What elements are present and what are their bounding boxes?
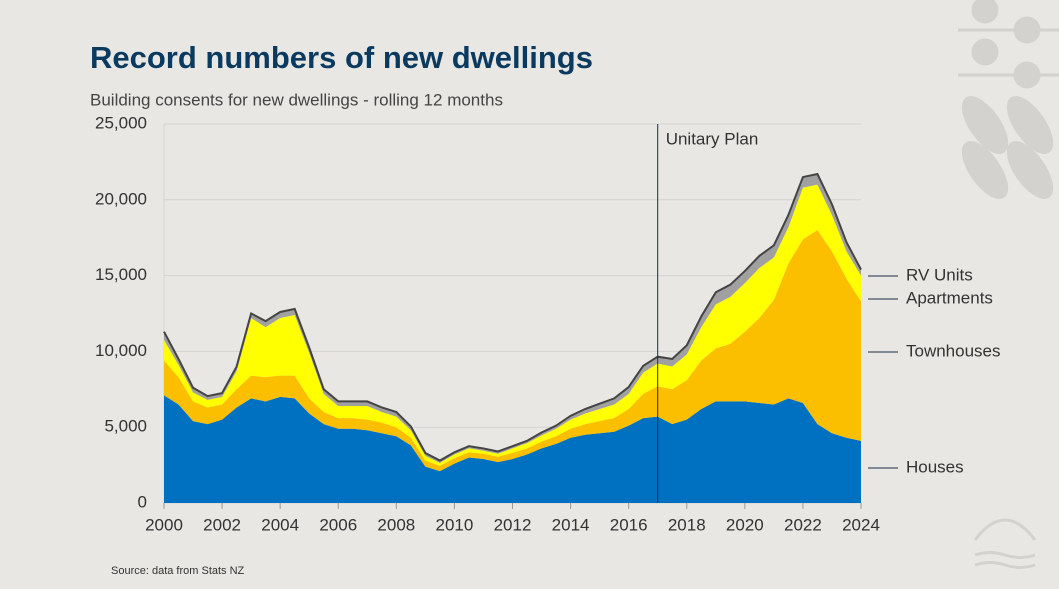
x-tick-label: 2012 <box>494 515 532 534</box>
y-tick-label: 0 <box>138 492 147 511</box>
chart-title: Record numbers of new dwellings <box>90 40 593 75</box>
x-tick-label: 2008 <box>377 515 415 534</box>
x-tick-label: 2002 <box>203 515 241 534</box>
source-note: Source: data from Stats NZ <box>111 565 245 577</box>
legend-label: Townhouses <box>906 341 1001 360</box>
x-tick-label: 2010 <box>436 515 474 534</box>
x-tick-label: 2000 <box>145 515 183 534</box>
total-outline <box>163 172 862 462</box>
x-tick-label: 2016 <box>610 515 648 534</box>
x-tick-label: 2022 <box>784 515 822 534</box>
x-tick-label: 2006 <box>319 515 357 534</box>
y-tick-label: 20,000 <box>95 189 147 208</box>
area <box>164 395 861 503</box>
area <box>164 230 861 472</box>
x-tick-label: 2024 <box>842 515 880 534</box>
y-tick-label: 10,000 <box>95 341 147 360</box>
y-tick-label: 15,000 <box>95 265 147 284</box>
area <box>164 184 861 466</box>
annotation-label: Unitary Plan <box>666 129 759 148</box>
x-tick-label: 2014 <box>552 515 590 534</box>
x-tick-label: 2018 <box>668 515 706 534</box>
x-tick-label: 2020 <box>726 515 764 534</box>
chart-subtitle: Building consents for new dwellings - ro… <box>90 90 503 109</box>
x-tick-label: 2004 <box>261 515 299 534</box>
y-tick-label: 5,000 <box>104 417 147 436</box>
decoration <box>958 0 1059 569</box>
legend-label: RV Units <box>906 265 973 284</box>
y-tick-label: 25,000 <box>95 113 147 132</box>
legend-label: Apartments <box>906 288 993 307</box>
legend-label: Houses <box>906 457 964 476</box>
